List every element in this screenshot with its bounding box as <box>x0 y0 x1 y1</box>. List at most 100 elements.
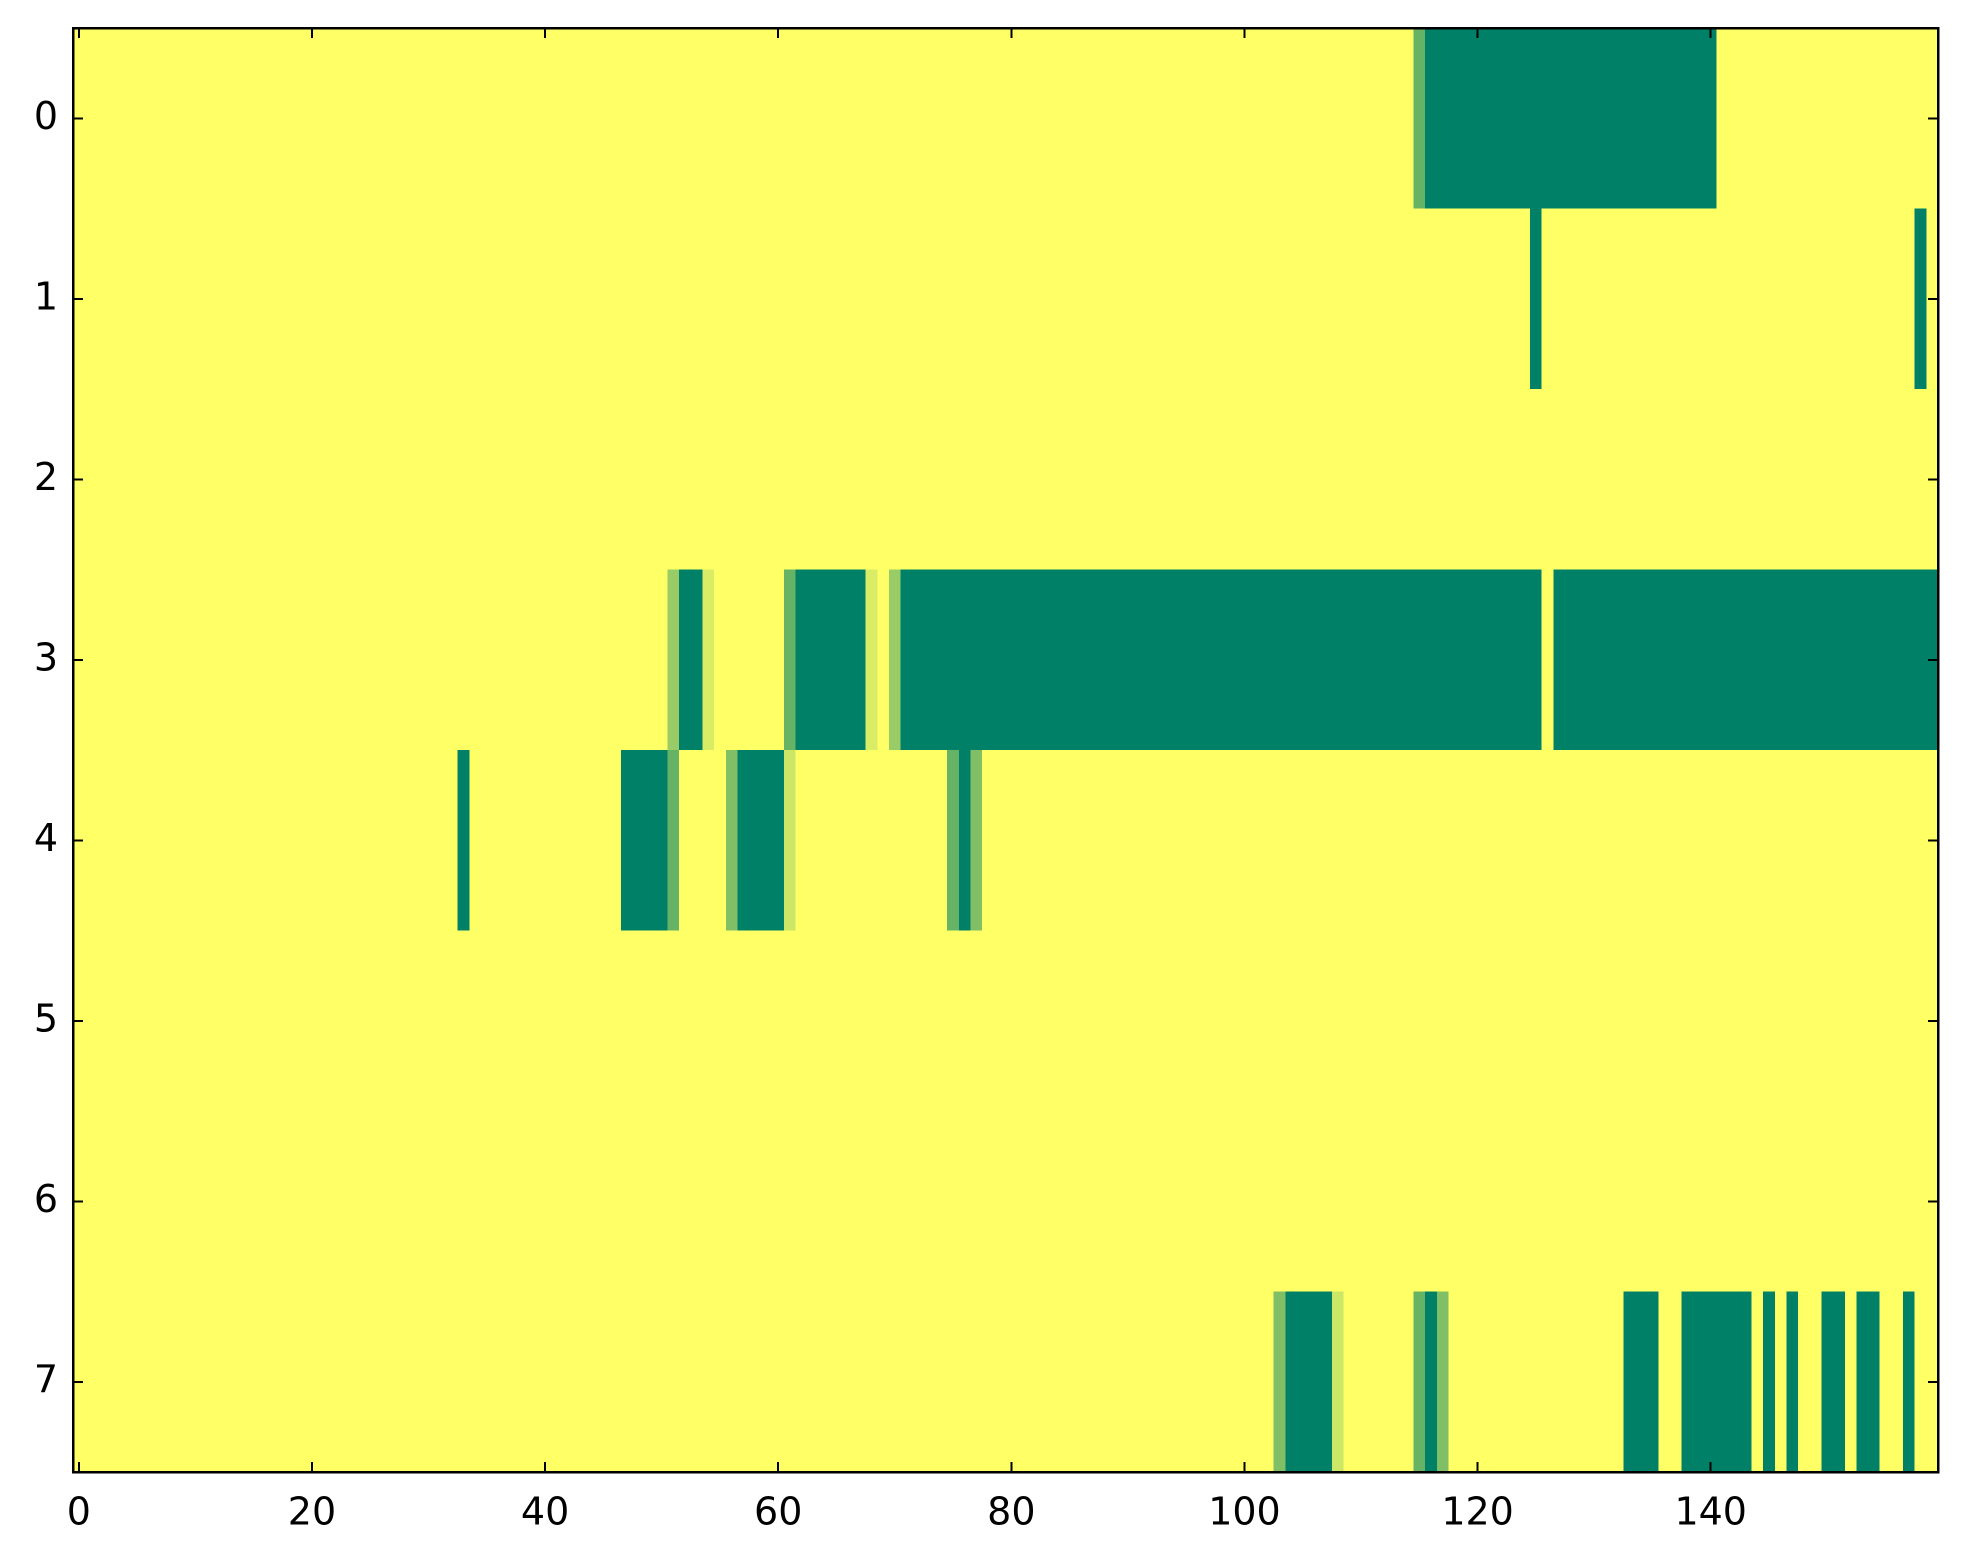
heatmap-cell <box>1763 1111 1776 1292</box>
heatmap-cell <box>562 930 575 1112</box>
heatmap-cell <box>993 1291 1006 1473</box>
heatmap-cell <box>1378 389 1391 570</box>
heatmap-cell <box>1436 1291 1449 1473</box>
heatmap-cell <box>1518 569 1531 751</box>
heatmap-cell <box>784 389 797 570</box>
heatmap-cell <box>1157 28 1170 209</box>
heatmap-cell <box>585 389 599 570</box>
heatmap-cell <box>1215 1291 1228 1473</box>
heatmap-cell <box>446 389 459 570</box>
heatmap-cell <box>119 389 132 570</box>
heatmap-cell <box>784 569 797 751</box>
heatmap-cell <box>1261 930 1275 1112</box>
heatmap-cell <box>888 569 902 751</box>
heatmap-cell <box>923 28 937 209</box>
heatmap-cell <box>749 1111 762 1292</box>
heatmap-cell <box>306 930 319 1112</box>
heatmap-cell <box>341 28 354 209</box>
heatmap-cell <box>446 208 459 390</box>
heatmap-cell <box>1530 1111 1543 1292</box>
heatmap-cell <box>1553 1111 1566 1292</box>
heatmap-cell <box>1320 1291 1333 1473</box>
heatmap-cell <box>201 389 214 570</box>
heatmap-cell <box>1343 1291 1356 1473</box>
heatmap-cell <box>271 1291 284 1473</box>
heatmap-cell <box>224 1111 237 1292</box>
heatmap-cell <box>1611 389 1624 570</box>
heatmap-cell <box>364 28 377 209</box>
heatmap-cell <box>1413 930 1426 1112</box>
heatmap-cell <box>830 1111 843 1292</box>
heatmap-cell <box>644 1291 657 1473</box>
heatmap-cell <box>1192 389 1205 570</box>
heatmap-cell <box>154 1291 167 1473</box>
heatmap-cell <box>1087 28 1100 209</box>
heatmap-cell <box>1250 930 1263 1112</box>
heatmap-cell <box>1623 1111 1636 1292</box>
heatmap-cell <box>1308 208 1321 390</box>
heatmap-cell <box>702 28 715 209</box>
heatmap-cell <box>364 1111 377 1292</box>
heatmap-cell <box>364 1291 377 1473</box>
heatmap-cell <box>1192 208 1205 390</box>
heatmap-cell <box>457 208 470 390</box>
heatmap-cell <box>1530 208 1543 390</box>
heatmap-cell <box>1250 750 1263 931</box>
heatmap-cell <box>784 1291 797 1473</box>
heatmap-cell <box>1343 930 1356 1112</box>
heatmap-cell <box>224 1291 237 1473</box>
heatmap-cell <box>1133 208 1146 390</box>
heatmap-cell <box>1343 1111 1356 1292</box>
heatmap-cell <box>1098 1111 1111 1292</box>
heatmap-cell <box>259 28 272 209</box>
heatmap-cell <box>597 1291 610 1473</box>
heatmap-cell <box>1203 1291 1216 1473</box>
heatmap-cell <box>1355 389 1368 570</box>
heatmap-cell <box>1763 750 1776 931</box>
heatmap-cell <box>947 1111 960 1292</box>
heatmap-cell <box>1669 389 1683 570</box>
heatmap-cell <box>364 930 377 1112</box>
heatmap-cell <box>597 569 610 751</box>
heatmap-cell <box>236 1111 249 1292</box>
heatmap-cell <box>1821 1291 1834 1473</box>
heatmap-cell <box>1005 1291 1018 1473</box>
heatmap-cell <box>1296 1291 1310 1473</box>
heatmap-cell <box>1285 750 1298 931</box>
heatmap-cell <box>142 389 156 570</box>
heatmap-cell <box>1774 1291 1787 1473</box>
heatmap-cell <box>1693 1111 1706 1292</box>
y-tick-label: 6 <box>34 1177 58 1221</box>
heatmap-cell <box>714 930 727 1112</box>
heatmap-cell <box>1040 930 1053 1112</box>
heatmap-cell <box>212 389 226 570</box>
heatmap-cell <box>1017 1111 1030 1292</box>
heatmap-cell <box>1448 1111 1461 1292</box>
heatmap-cell <box>259 569 272 751</box>
heatmap-cell <box>819 28 832 209</box>
heatmap-cell <box>819 1111 832 1292</box>
heatmap-cell <box>550 1111 564 1292</box>
heatmap-cell <box>842 569 855 751</box>
heatmap-cell <box>993 750 1006 931</box>
heatmap-cell <box>1261 28 1275 209</box>
heatmap-cell <box>1786 1111 1799 1292</box>
heatmap-cell <box>1693 569 1706 751</box>
heatmap-cell <box>1669 930 1683 1112</box>
heatmap-cell <box>341 569 354 751</box>
heatmap-cell <box>399 389 412 570</box>
heatmap-cell <box>1180 28 1193 209</box>
heatmap-cell <box>1203 28 1216 209</box>
heatmap-cell <box>1040 1111 1053 1292</box>
heatmap-cell <box>480 930 494 1112</box>
heatmap-cell <box>376 208 389 390</box>
heatmap-cell <box>271 569 284 751</box>
heatmap-cell <box>772 1291 785 1473</box>
heatmap-cell <box>888 208 902 390</box>
heatmap-cell <box>446 1291 459 1473</box>
heatmap-cell <box>1471 208 1484 390</box>
heatmap-cell <box>1063 569 1076 751</box>
heatmap-cell <box>317 750 330 931</box>
heatmap-cell <box>1005 1111 1018 1292</box>
heatmap-cell <box>1751 28 1764 209</box>
